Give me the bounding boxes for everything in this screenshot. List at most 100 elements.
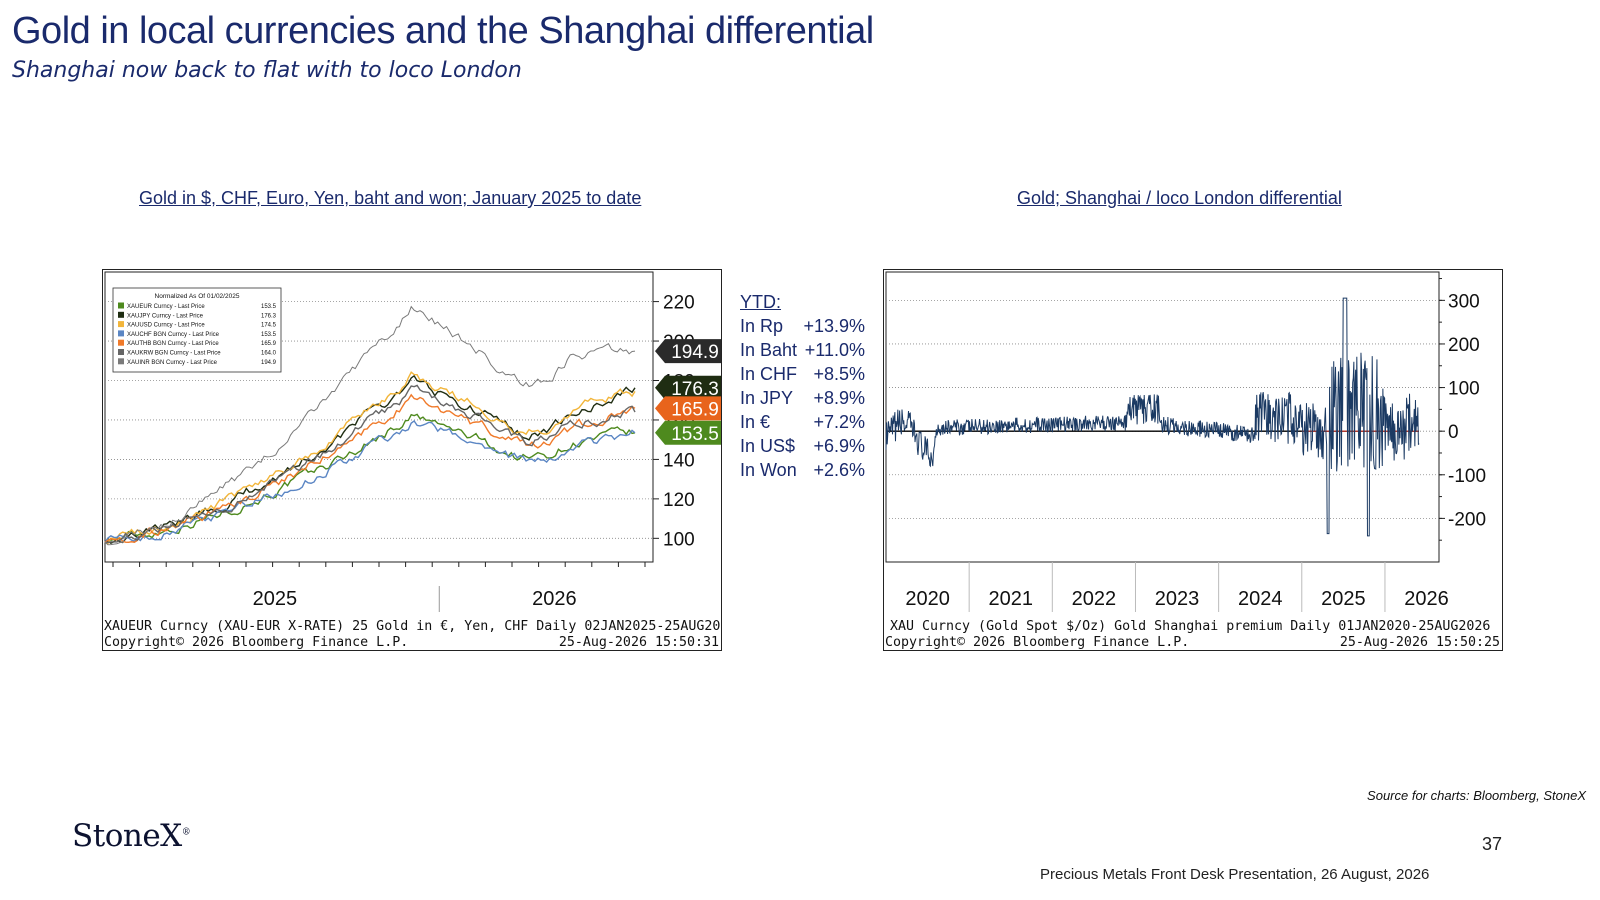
x-label: 2021 [988, 588, 1033, 610]
ytd-label: In JPY [740, 388, 794, 408]
legend-value: 153.5 [261, 304, 277, 310]
presentation-footer: Precious Metals Front Desk Presentation,… [1040, 866, 1430, 883]
ytd-row: In JPY +8.9% [740, 386, 865, 410]
bloomberg-copyright: Copyright© 2026 Bloomberg Finance L.P. [885, 635, 1189, 650]
ytd-row: In Rp +13.9% [740, 314, 865, 338]
y-tick-label: 120 [663, 490, 695, 511]
bloomberg-copyright: Copyright© 2026 Bloomberg Finance L.P. [104, 635, 408, 650]
y-tick-label: 100 [1448, 379, 1480, 400]
x-label: 2026 [532, 588, 577, 610]
y-tick-label: 220 [663, 293, 695, 314]
series-line [104, 419, 636, 543]
series-line [104, 305, 636, 546]
shanghai-premium-chart: -200 -100 0 100 200 300 2020 2021 2022 2023 2024 20… [885, 271, 1500, 650]
ytd-value: +13.9% [803, 316, 865, 336]
legend-swatch [118, 330, 124, 337]
end-value-tag: 165.9 [655, 396, 721, 421]
legend-box [112, 287, 282, 373]
legend-swatch [118, 358, 124, 365]
end-tag-shape [655, 420, 721, 445]
logo-text: StoneX [72, 818, 182, 854]
ytd-panel: YTD: In Rp +13.9% In Baht +11.0% In CHF +8.5%… [740, 290, 865, 482]
legend-value: 153.5 [261, 332, 277, 338]
legend-value: 174.5 [261, 323, 277, 329]
bloomberg-footer-line: XAU Curncy (Gold Spot $/Oz) Gold Shangha… [890, 619, 1490, 634]
x-label: 2020 [905, 588, 950, 610]
x-label: 2025 [1321, 588, 1366, 610]
end-value-tag: 194.9 [655, 339, 721, 364]
legend-swatch [118, 321, 124, 328]
page-subtitle: Shanghai now back to flat with to loco L… [12, 58, 522, 83]
source-note: Source for charts: Bloomberg, StoneX [1367, 788, 1586, 803]
x-label: 2022 [1072, 588, 1117, 610]
ytd-value: +8.9% [813, 388, 865, 408]
x-label: 2024 [1238, 588, 1283, 610]
ytd-row: In € +7.2% [740, 410, 865, 434]
end-tag-label: 176.3 [671, 379, 719, 400]
end-value-tag: 153.5 [655, 420, 721, 445]
end-tag-shape [655, 375, 721, 400]
ytd-label: In Rp [740, 316, 784, 336]
page-title: Gold in local currencies and the Shangha… [12, 10, 874, 52]
x-label: 2025 [253, 588, 298, 610]
y-tick-label: 100 [663, 529, 695, 550]
ytd-value: +8.5% [813, 364, 865, 384]
page-number: 37 [1482, 834, 1503, 854]
end-tag-label: 165.9 [671, 399, 719, 420]
bloomberg-timestamp: 25-Aug-2026 15:50:25 [1340, 635, 1500, 650]
ytd-label: In € [740, 412, 771, 432]
logo-mark: ® [181, 827, 191, 838]
legend-label: XAUKRW BGN Curncy - Last Price [127, 351, 221, 357]
series-line [104, 371, 636, 545]
ytd-value: +6.9% [813, 436, 865, 456]
y-tick-label: 140 [663, 450, 695, 471]
ytd-row: In Baht +11.0% [740, 338, 865, 362]
legend-swatch [118, 311, 124, 318]
ytd-label: In Won [740, 460, 797, 480]
end-tag-label: 153.5 [671, 424, 719, 445]
right-chart-panel: -200 -100 0 100 200 300 2020 2021 2022 2023 2024 20… [883, 269, 1503, 651]
ytd-heading: YTD: [740, 292, 782, 312]
ytd-value: +2.6% [813, 460, 865, 480]
bloomberg-footer-line: XAUEUR Curncy (XAU-EUR X-RATE) 25 Gold i… [104, 619, 721, 634]
legend-label: XAUTHB BGN Curncy - Last Price [127, 341, 219, 347]
end-tag-label: 194.9 [671, 342, 719, 363]
x-label: 2023 [1155, 588, 1200, 610]
end-tag-shape [655, 396, 721, 421]
right-chart-caption: Gold; Shanghai / loco London differentia… [1017, 188, 1342, 208]
ytd-row: In US$ +6.9% [740, 434, 865, 458]
ytd-label: In US$ [740, 436, 796, 456]
ytd-row: In Won +2.6% [740, 458, 865, 482]
ytd-value: +7.2% [813, 412, 865, 432]
bloomberg-timestamp: 25-Aug-2026 15:50:31 [559, 635, 719, 650]
premium-line [885, 297, 1420, 537]
left-chart-caption: Gold in $, CHF, Euro, Yen, baht and won;… [139, 188, 642, 208]
ytd-list: In Rp +13.9% In Baht +11.0% In CHF +8.5% In JP… [740, 314, 865, 482]
legend-label: XAUUSD Curncy - Last Price [127, 323, 205, 329]
y-tick-label: 0 [1448, 422, 1459, 443]
ytd-value: +11.0% [804, 340, 865, 360]
legend-swatch [118, 349, 124, 355]
stonex-logo: StoneX® [72, 818, 191, 854]
legend-value: 164.0 [261, 351, 277, 357]
ytd-label: In CHF [740, 364, 798, 384]
currency-gold-chart: 10012014016018020022020252026194.9176.31… [104, 271, 721, 650]
legend-label: XAUINR BGN Curncy - Last Price [127, 360, 218, 366]
x-label: 2026 [1404, 588, 1449, 610]
ytd-row: In CHF +8.5% [740, 362, 865, 386]
series-line [104, 384, 636, 544]
legend-label: XAUCHF BGN Curncy - Last Price [127, 332, 220, 338]
y-tick-label: 300 [1448, 291, 1480, 312]
end-value-tag: 176.3 [655, 375, 721, 400]
left-chart-panel: 10012014016018020022020252026194.9176.31… [102, 269, 722, 651]
legend-title: Normalized As Of 01/02/2025 [155, 293, 240, 300]
legend-value: 176.3 [261, 313, 277, 319]
legend-swatch [118, 339, 124, 346]
legend-label: XAUJPY Curncy - Last Price [127, 313, 204, 319]
legend-value: 194.9 [261, 360, 277, 366]
y-tick-label: -100 [1448, 466, 1486, 487]
y-tick-label: -200 [1448, 509, 1486, 530]
legend-swatch [118, 302, 124, 309]
legend-value: 165.9 [261, 341, 277, 347]
y-tick-label: 200 [1448, 335, 1480, 356]
